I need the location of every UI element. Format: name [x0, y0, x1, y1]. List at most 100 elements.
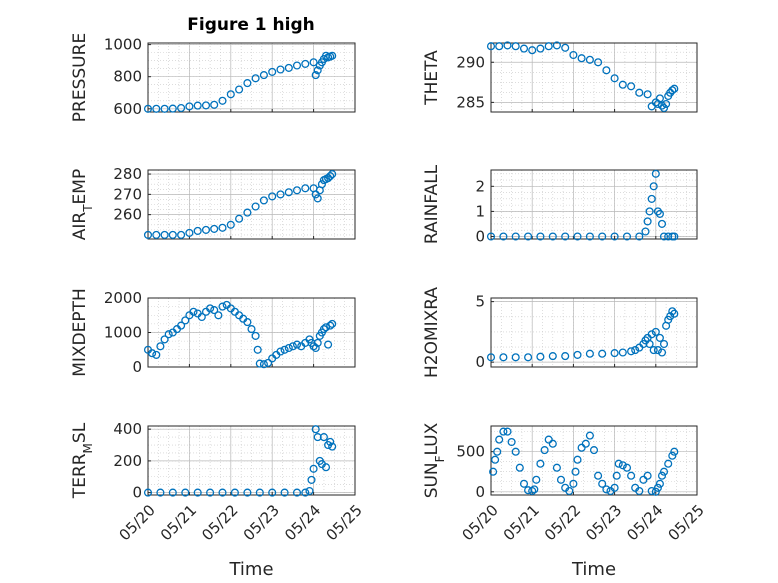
data-point	[565, 486, 574, 496]
data-point	[292, 488, 302, 497]
data-point	[143, 230, 153, 239]
subplot-2: 285 290 THETA	[422, 41, 698, 113]
data-point	[201, 101, 211, 110]
data-point	[185, 228, 194, 237]
data-point	[251, 202, 260, 211]
data-point	[255, 359, 264, 368]
y-tick-label: 0	[475, 483, 485, 501]
data-point	[649, 346, 658, 355]
y-tick-label: 400	[113, 420, 142, 438]
y-axis-label: SUNFLUX	[422, 422, 447, 498]
data-point	[486, 353, 496, 362]
data-point	[311, 190, 320, 199]
axes-border	[490, 42, 698, 113]
data-point	[305, 486, 314, 496]
data-point	[486, 42, 496, 51]
y-tick-label: 1000	[104, 324, 142, 342]
data-point	[664, 459, 673, 468]
data-point	[160, 104, 169, 113]
data-point	[326, 172, 335, 181]
data-point	[313, 338, 322, 347]
data-point	[328, 51, 337, 60]
y-tick-label: 800	[113, 68, 142, 86]
data-point	[326, 321, 335, 330]
data-point	[235, 214, 244, 223]
data-point	[251, 74, 260, 83]
data-point	[268, 488, 277, 497]
y-tick-label: 270	[113, 185, 142, 203]
data-point	[284, 343, 293, 353]
data-point	[524, 232, 533, 241]
data-point	[651, 169, 660, 178]
data-point	[651, 487, 660, 496]
axes-border	[490, 169, 698, 240]
subplot-6: 0 5 H2OMIXRA	[422, 287, 698, 378]
data-point	[548, 439, 557, 448]
y-tick-label: 0	[132, 484, 142, 502]
data-point	[495, 42, 504, 51]
data-point	[268, 67, 277, 76]
data-point	[193, 226, 202, 235]
data-point	[536, 352, 545, 361]
data-point	[206, 304, 215, 313]
data-point	[573, 232, 582, 241]
data-point	[197, 312, 206, 322]
data-point	[193, 488, 202, 497]
data-point	[556, 475, 566, 484]
data-point	[243, 79, 252, 88]
data-point	[181, 488, 190, 497]
data-point	[311, 343, 320, 353]
data-point	[657, 348, 667, 357]
data-point	[622, 463, 632, 472]
data-point	[511, 447, 520, 456]
data-point	[670, 84, 679, 93]
data-point	[491, 455, 500, 464]
data-point	[226, 90, 235, 99]
data-point	[589, 446, 599, 455]
data-point	[657, 101, 667, 110]
axes-border	[490, 297, 698, 368]
data-point	[189, 307, 198, 316]
data-point	[280, 488, 289, 497]
data-point	[561, 232, 570, 241]
data-point	[653, 483, 662, 492]
data-point	[326, 437, 335, 446]
axes-frame	[147, 425, 356, 496]
data-point	[569, 479, 578, 488]
axes-border	[147, 42, 356, 113]
data-point	[581, 439, 590, 448]
data-point	[168, 488, 177, 497]
data-point	[627, 347, 636, 356]
subplot-4: 0 1 2 RAINFALL	[422, 164, 698, 245]
data-point	[645, 339, 654, 349]
data-point	[218, 302, 227, 311]
data-point	[618, 80, 627, 89]
data-point	[544, 435, 553, 444]
data-point	[259, 196, 268, 205]
data-point	[647, 486, 656, 496]
data-point	[276, 190, 285, 199]
data-point	[259, 71, 268, 80]
data-point	[235, 85, 244, 94]
subplot-5: 0 1000 2000 MIXDEPTH	[70, 288, 356, 377]
data-point	[666, 88, 675, 97]
y-tick-label: 285	[456, 93, 485, 111]
y-tick-label: 600	[113, 100, 142, 118]
data-point	[668, 451, 677, 460]
data-point	[536, 232, 545, 241]
data-point	[301, 184, 310, 193]
data-point	[668, 307, 677, 316]
data-point	[594, 58, 603, 67]
data-point	[495, 435, 504, 444]
data-point	[577, 54, 586, 63]
data-point	[657, 219, 667, 228]
data-point	[319, 433, 328, 442]
data-point	[641, 227, 650, 236]
data-point	[143, 104, 153, 113]
figure-title: Figure 1 high	[187, 15, 315, 35]
data-point	[503, 41, 512, 50]
data-point	[635, 232, 644, 241]
data-point	[598, 232, 607, 241]
x-axis-label: Time	[571, 559, 616, 580]
axes-frame	[490, 169, 698, 240]
